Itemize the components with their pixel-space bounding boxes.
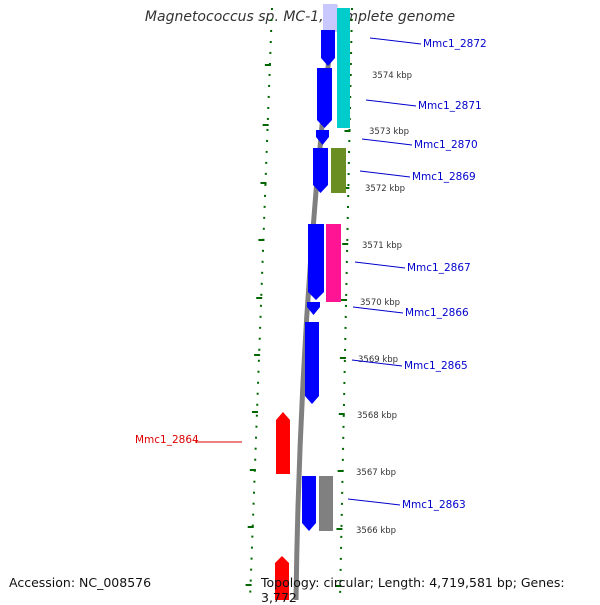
gene-leader-line (351, 359, 403, 367)
gene-arrow-forward (316, 130, 329, 145)
scale-label: 3572 kbp (365, 184, 405, 194)
gene-leader-line (369, 37, 422, 45)
accession-text: Accession: NC_008576 (9, 575, 152, 590)
gene-arrow-forward (317, 68, 332, 128)
gene-arrow-forward (305, 322, 319, 404)
feature-block (331, 148, 346, 193)
gene-arrow-forward (308, 224, 324, 300)
scale-label: 3571 kbp (362, 241, 402, 251)
feature-block (319, 476, 333, 531)
feature-block (337, 8, 350, 128)
gene-leader-line (347, 498, 401, 506)
gene-leader-line (359, 170, 411, 178)
scale-label: 3569 kbp (358, 355, 398, 365)
gene-shadow (323, 4, 337, 32)
gene-arrow-forward (313, 148, 328, 193)
gene-label: Mmc1_2866 (405, 307, 469, 319)
scale-label: 3573 kbp (369, 127, 409, 137)
gene-arrow-forward (302, 476, 316, 531)
gene-label: Mmc1_2863 (402, 499, 466, 511)
scale-label: 3568 kbp (357, 411, 397, 421)
map-title: Magnetococcus sp. MC-1, complete genome (144, 9, 456, 25)
gene-label: Mmc1_2869 (412, 171, 476, 183)
gene-arrow-forward (307, 302, 320, 315)
gene-label: Mmc1_2864 (135, 434, 199, 446)
scale-label: 3567 kbp (356, 468, 396, 478)
gene-leader-line (354, 261, 406, 269)
gene-leader-line (365, 99, 417, 107)
gene-label: Mmc1_2871 (418, 100, 482, 112)
scale-label: 3574 kbp (372, 71, 412, 81)
gene-label: Mmc1_2870 (414, 139, 478, 151)
left-dotted-track (249, 7, 273, 600)
gene-label: Mmc1_2865 (404, 360, 468, 372)
gene-label: Mmc1_2867 (407, 262, 471, 274)
scale-label: 3566 kbp (356, 526, 396, 536)
gene-leader-line (352, 306, 404, 314)
gene-arrow-reverse (276, 412, 290, 474)
scale-label: 3570 kbp (360, 298, 400, 308)
gene-arrow-forward (321, 30, 335, 66)
gene-leader-line (361, 138, 413, 146)
genome-summary-text: Topology: circular; Length: 4,719,581 bp… (261, 575, 565, 605)
feature-block (326, 224, 341, 302)
gene-arrow-reverse (275, 556, 289, 600)
gene-label: Mmc1_2872 (423, 38, 487, 50)
